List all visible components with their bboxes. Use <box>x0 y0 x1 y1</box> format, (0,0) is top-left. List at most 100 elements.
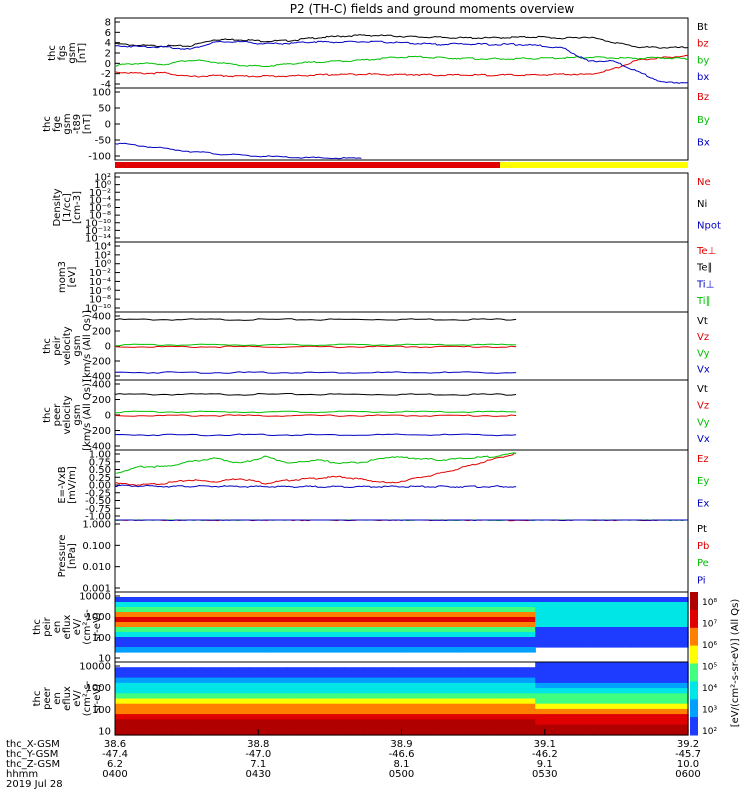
heat-cell-peir_spec-6-4 <box>153 622 164 628</box>
heat-cell-peer_spec-2-7 <box>181 672 193 679</box>
heat-cell-peer_spec-8-34 <box>439 703 450 710</box>
heat-cell-peir_spec-7-51 <box>602 627 613 633</box>
heat-cell-peer_spec-9-31 <box>411 708 422 715</box>
heat-cell-peir_spec-8-45 <box>544 632 555 638</box>
heat-cell-peir_spec-9-55 <box>640 637 651 643</box>
heat-cell-peer_spec-3-24 <box>344 677 355 684</box>
heat-cell-peer_spec-12-50 <box>592 724 603 731</box>
heat-cell-peer_spec-13-37 <box>468 729 479 736</box>
heat-cell-peer_spec-1-3 <box>143 667 154 673</box>
heat-cell-peer_spec-11-42 <box>516 719 527 726</box>
heat-cell-peer_spec-5-38 <box>477 688 489 694</box>
y-label-fge-0: thc <box>42 116 53 132</box>
heat-cell-peir_spec-10-23 <box>334 642 345 648</box>
heat-cell-peer_spec-9-1 <box>124 708 135 715</box>
heat-cell-peer_spec-8-36 <box>458 703 469 710</box>
heat-cell-peir_spec-2-32 <box>420 602 431 608</box>
heat-cell-peer_spec-7-51 <box>602 698 613 705</box>
heat-cell-peer_spec-2-5 <box>162 672 173 679</box>
heat-cell-peir_spec-9-25 <box>353 637 364 643</box>
heat-cell-peer_spec-1-24 <box>344 667 355 673</box>
heat-cell-peir_spec-3-55 <box>640 607 651 613</box>
heat-cell-peer_spec-6-50 <box>592 693 603 700</box>
heat-cell-peir_spec-1-42 <box>516 597 527 603</box>
heat-cell-peer_spec-8-12 <box>229 703 240 710</box>
heat-cell-peer_spec-3-19 <box>296 677 307 684</box>
heat-cell-peer_spec-8-0 <box>115 703 126 710</box>
x-tick-4-3: 0600 <box>675 769 700 780</box>
heat-cell-peer_spec-12-29 <box>392 724 403 731</box>
series-efield-Ey <box>114 452 517 474</box>
heat-cell-peer_spec-9-54 <box>630 708 641 715</box>
heat-cell-peer_spec-10-42 <box>516 714 527 720</box>
heat-cell-peir_spec-7-35 <box>449 627 460 633</box>
heat-cell-peir_spec-1-7 <box>181 597 193 603</box>
heat-cell-peer_spec-6-20 <box>306 693 317 700</box>
y-tick-temp-7: 10⁻¹⁰ <box>85 304 111 315</box>
heat-cell-peer_spec-1-45 <box>544 667 555 673</box>
heat-cell-peer_spec-9-58 <box>668 708 680 715</box>
heat-cell-peir_spec-11-6 <box>172 647 183 653</box>
heat-cell-peer_spec-12-42 <box>516 724 527 731</box>
heat-cell-peir_spec-11-10 <box>210 647 221 653</box>
x-tick-2-3: 0500 <box>389 769 414 780</box>
heat-cell-peer_spec-6-22 <box>325 693 336 700</box>
heat-cell-peer_spec-3-38 <box>477 677 489 684</box>
heat-cell-peir_spec-7-42 <box>516 627 527 633</box>
y-tick-peer_spec-1: 1000 <box>86 683 111 694</box>
heat-cell-peer_spec-10-4 <box>153 714 164 720</box>
colorbar-tick-4: 10⁴ <box>702 684 717 694</box>
heat-cell-peer_spec-5-14 <box>248 688 259 694</box>
heat-cell-peir_spec-9-47 <box>563 637 575 643</box>
heat-cell-peer_spec-1-31 <box>411 667 422 673</box>
heat-cell-peer_spec-9-52 <box>611 708 622 715</box>
heat-cell-peir_spec-3-28 <box>382 607 393 613</box>
heat-cell-peer_spec-6-44 <box>535 693 546 700</box>
heat-cell-peer_spec-1-20 <box>306 667 317 673</box>
heat-cell-peir_spec-10-57 <box>659 642 670 648</box>
heat-cell-peer_spec-9-57 <box>659 708 670 715</box>
heat-cell-peir_spec-2-45 <box>544 602 555 608</box>
panel-frame-temp <box>114 241 689 313</box>
heat-cell-peir_spec-6-39 <box>487 622 498 628</box>
heat-cell-peir_spec-2-23 <box>334 602 345 608</box>
heat-cell-peer_spec-12-58 <box>668 724 680 731</box>
heat-cell-peir_spec-8-53 <box>621 632 632 638</box>
heat-cell-peer_spec-5-28 <box>382 688 393 694</box>
heat-cell-peir_spec-3-58 <box>668 607 680 613</box>
heat-cell-peir_spec-5-4 <box>153 617 164 623</box>
heat-cell-peir_spec-8-17 <box>277 632 288 638</box>
x-tick-2-2: 8.1 <box>394 759 410 770</box>
heat-cell-peer_spec-8-10 <box>210 703 221 710</box>
heat-cell-peir_spec-2-27 <box>372 602 384 608</box>
heat-cell-peir_spec-3-32 <box>420 607 431 613</box>
heat-cell-peer_spec-0-58 <box>668 662 680 668</box>
heat-cell-peir_spec-7-16 <box>267 627 278 633</box>
heat-cell-peer_spec-1-15 <box>258 667 269 673</box>
heat-cell-peir_spec-1-23 <box>334 597 345 603</box>
heat-cell-peir_spec-6-30 <box>401 622 412 628</box>
x-tick-0-3: 0400 <box>102 769 127 780</box>
heat-cell-peir_spec-10-30 <box>401 642 412 648</box>
heat-cell-peir_spec-8-41 <box>506 632 517 638</box>
heat-cell-peir_spec-9-49 <box>583 637 594 643</box>
heat-cell-peer_spec-8-50 <box>592 703 603 710</box>
heat-cell-peer_spec-5-1 <box>124 688 135 694</box>
heat-cell-peer_spec-9-7 <box>181 708 193 715</box>
heat-cell-peir_spec-1-49 <box>583 597 594 603</box>
heat-cell-peir_spec-11-20 <box>306 647 317 653</box>
y-label-peir_spec-3: eflux <box>62 615 73 640</box>
heat-cell-peer_spec-11-12 <box>229 719 240 726</box>
heat-cell-peer_spec-4-51 <box>602 682 613 689</box>
heat-cell-peir_spec-11-17 <box>277 647 288 653</box>
heat-cell-peer_spec-12-12 <box>229 724 240 731</box>
heat-cell-peer_spec-11-57 <box>659 719 670 726</box>
y-label-peer_vel-3: gsm <box>72 404 83 425</box>
heat-cell-peer_spec-5-4 <box>153 688 164 694</box>
heat-cell-peir_spec-2-16 <box>267 602 278 608</box>
heat-cell-peir_spec-9-37 <box>468 637 479 643</box>
series-peer_vel-Vx <box>114 433 517 437</box>
heat-cell-peer_spec-11-56 <box>649 719 660 726</box>
heat-cell-peir_spec-7-18 <box>286 627 298 633</box>
y-tick-peir_spec-2: 100 <box>92 633 111 644</box>
